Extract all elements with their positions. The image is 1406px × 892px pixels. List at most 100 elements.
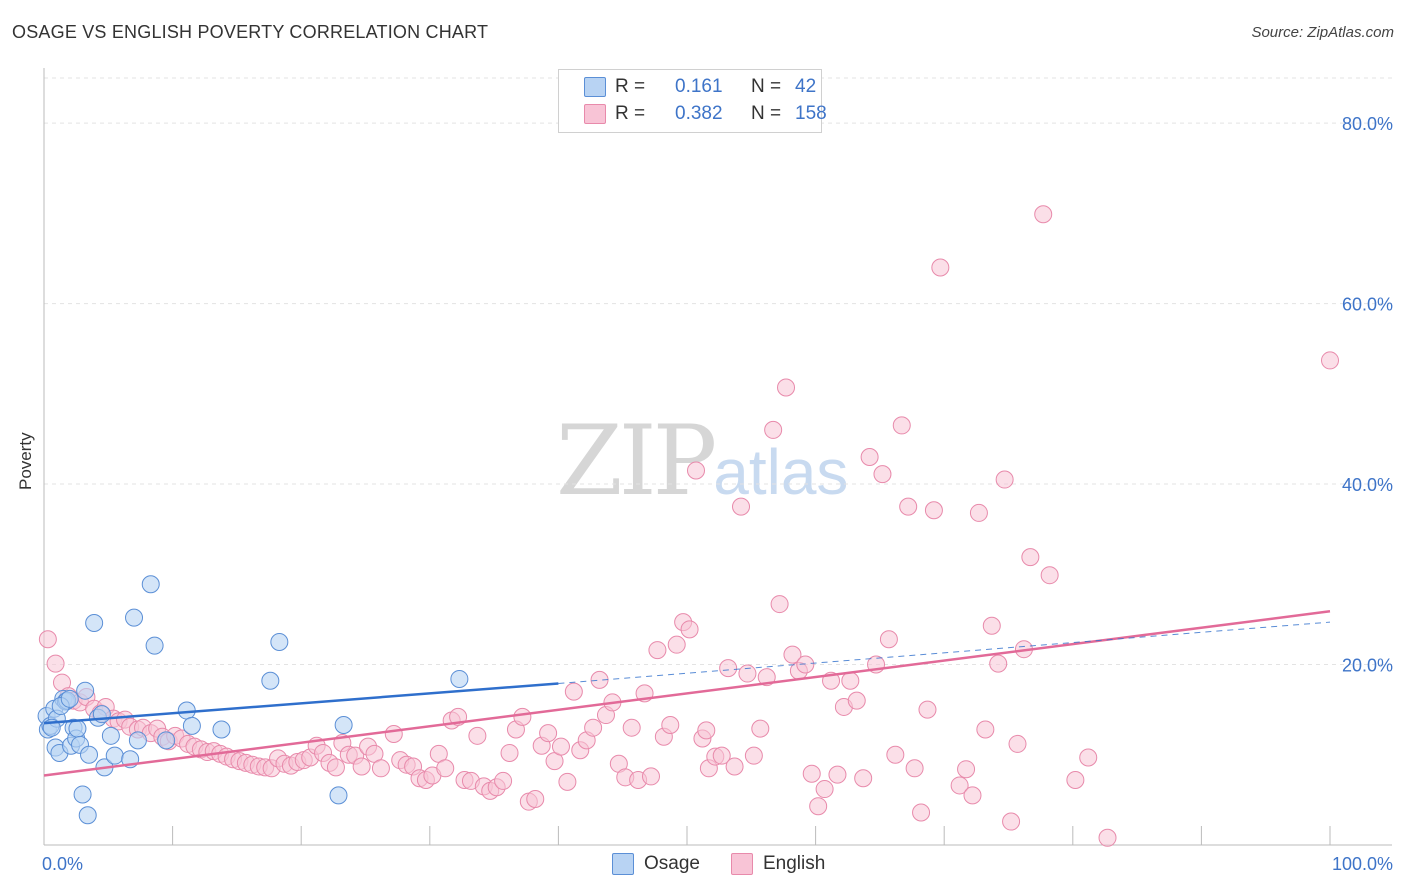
osage-point	[125, 608, 144, 627]
english-point	[500, 743, 519, 762]
english-point	[912, 803, 931, 822]
english-point	[809, 797, 828, 816]
english-point	[777, 378, 796, 397]
english-point	[873, 465, 892, 484]
english-point	[539, 724, 558, 743]
osage-point	[270, 632, 289, 651]
english-point	[841, 671, 860, 690]
english-point	[712, 746, 731, 765]
osage-point	[76, 681, 95, 700]
english-point	[558, 772, 577, 791]
legend-n-label: N =	[751, 76, 782, 97]
correlation-legend: R = 0.161 N = 42 R = 0.382 N = 158	[558, 69, 827, 133]
english-point	[584, 718, 603, 737]
english-point	[494, 771, 513, 790]
legend-r-label: R =	[615, 103, 646, 124]
english-point	[661, 715, 680, 734]
chart-title: OSAGE VS ENGLISH POVERTY CORRELATION CHA…	[12, 22, 489, 42]
english-point	[622, 718, 641, 737]
english-point	[757, 668, 776, 687]
english-point	[468, 726, 487, 745]
english-swatch	[731, 853, 753, 875]
osage-point	[334, 715, 353, 734]
legend-n-label: N =	[751, 103, 782, 124]
y-tick-label: 40.0%	[1342, 475, 1393, 495]
english-point	[648, 641, 667, 660]
english-point	[828, 765, 847, 784]
english-point	[931, 258, 950, 277]
watermark-zip: ZIP	[556, 405, 717, 517]
english-point	[1034, 205, 1053, 224]
english-point	[950, 776, 969, 795]
legend-r-label: R =	[615, 76, 646, 97]
english-point	[725, 757, 744, 776]
english-point	[783, 645, 802, 664]
english-point	[860, 447, 879, 466]
english-point	[744, 746, 763, 765]
english-point	[924, 501, 943, 520]
osage-point	[80, 745, 99, 764]
y-tick-label: 80.0%	[1342, 114, 1393, 134]
english-point	[641, 767, 660, 786]
english-point	[1040, 566, 1059, 585]
y-axis-label: Poverty	[16, 432, 35, 490]
english-point	[1321, 351, 1339, 370]
osage-trendline-extension	[558, 621, 1331, 684]
english-point	[687, 461, 706, 480]
english-point	[802, 764, 821, 783]
osage-point	[73, 785, 92, 804]
english-point	[732, 497, 751, 516]
english-point	[815, 780, 834, 799]
bottom-legend-english-label: English	[763, 853, 826, 874]
osage-point	[141, 575, 160, 594]
english-point	[982, 616, 1001, 635]
bottom-legend-osage-label: Osage	[644, 853, 700, 874]
english-point	[969, 503, 988, 522]
osage-point	[60, 689, 79, 708]
english-point	[38, 630, 57, 649]
watermark: ZIPatlas	[556, 405, 848, 517]
english-point	[1079, 748, 1098, 767]
english-point	[738, 664, 757, 683]
osage-trendline	[43, 682, 559, 725]
osage-point	[450, 669, 469, 688]
english-point	[667, 635, 686, 654]
watermark-atlas: atlas	[713, 436, 849, 508]
english-point	[854, 769, 873, 788]
source-credit: Source: ZipAtlas.com	[1251, 24, 1394, 41]
english-point	[995, 470, 1014, 489]
english-point	[764, 420, 783, 439]
english-point	[751, 719, 770, 738]
english-point	[384, 725, 403, 744]
legend-r-value: 0.382	[675, 103, 723, 124]
osage-swatch	[584, 77, 606, 97]
osage-point	[182, 716, 201, 735]
english-swatch	[584, 104, 606, 124]
english-point	[899, 497, 918, 516]
osage-point	[261, 671, 280, 690]
english-point	[963, 786, 982, 805]
osage-point	[101, 726, 120, 745]
x-tick-label: 100.0%	[1332, 854, 1393, 874]
english-point	[526, 789, 545, 808]
english-point	[436, 759, 455, 778]
legend-n-value: 158	[795, 103, 827, 124]
english-point	[918, 700, 937, 719]
english-point	[680, 620, 699, 639]
osage-point	[212, 720, 231, 739]
english-point	[1098, 828, 1117, 847]
legend-n-value: 42	[795, 76, 817, 97]
osage-point	[78, 806, 97, 825]
english-point	[879, 630, 898, 649]
english-point	[719, 659, 738, 678]
osage-point	[85, 614, 104, 633]
english-point	[1008, 734, 1027, 753]
english-point	[352, 757, 371, 776]
english-point	[513, 707, 532, 726]
english-point	[371, 759, 390, 778]
english-point	[1002, 812, 1021, 831]
x-tick-label: 0.0%	[42, 854, 83, 874]
osage-point	[329, 786, 348, 805]
english-point	[1021, 548, 1040, 567]
